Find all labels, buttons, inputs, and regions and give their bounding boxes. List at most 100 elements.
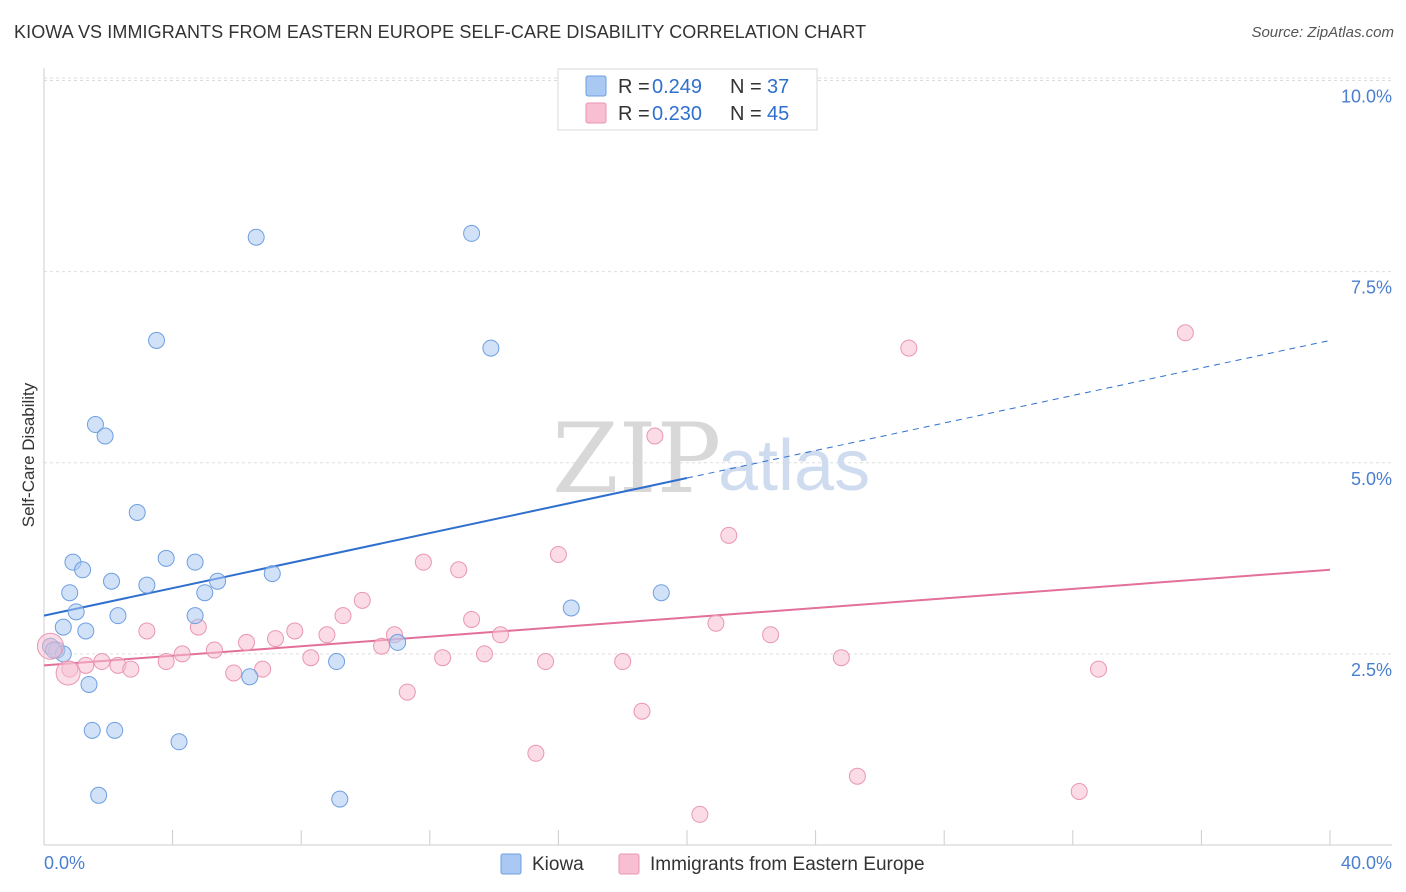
axes (43, 68, 1392, 846)
point-immigrants-27 (475, 645, 493, 663)
point-immigrants-22 (398, 683, 416, 701)
legend-n-label-kiowa: N = (730, 76, 762, 98)
x-tick-label-min: 0.0% (44, 853, 85, 873)
point-kiowa-19 (148, 331, 166, 349)
point-kiowa-8 (77, 622, 95, 640)
point-immigrants-31 (549, 545, 567, 563)
y-tick-label-0: 2.5% (1351, 660, 1392, 680)
point-kiowa-10 (83, 721, 101, 739)
point-immigrants-38 (762, 626, 780, 644)
point-immigrants-30 (537, 653, 555, 671)
point-kiowa-21 (170, 733, 188, 751)
y-tick-labels: 2.5% 5.0% 7.5% 10.0% (1341, 87, 1392, 680)
point-immigrants-28 (492, 626, 510, 644)
point-immigrants-25 (450, 561, 468, 579)
point-kiowa-28 (263, 565, 281, 583)
x-tick-label-max: 40.0% (1341, 853, 1392, 873)
legend-swatch-immigrants (585, 102, 607, 124)
point-kiowa-24 (196, 584, 214, 602)
point-immigrants-15 (286, 622, 304, 640)
point-immigrants-12 (238, 633, 256, 651)
legend-swatch-kiowa (585, 75, 607, 97)
legend-n-value-kiowa: 37 (767, 76, 789, 98)
point-immigrants-41 (900, 339, 918, 357)
point-immigrants-5 (122, 660, 140, 678)
series-legend: Kiowa Immigrants from Eastern Europe (500, 853, 925, 875)
point-kiowa-15 (106, 721, 124, 739)
trend-line-extension-kiowa (686, 339, 1331, 479)
chart-title: KIOWA VS IMMIGRANTS FROM EASTERN EUROPE … (14, 22, 867, 42)
point-immigrants-40 (848, 767, 866, 785)
point-immigrants-37 (720, 526, 738, 544)
point-immigrants-26 (463, 610, 481, 628)
legend-r-label-kiowa: R = (618, 76, 650, 98)
point-kiowa-13 (96, 427, 114, 445)
point-immigrants-3 (93, 653, 111, 671)
point-immigrants-19 (353, 591, 371, 609)
point-kiowa-7 (74, 561, 92, 579)
source-credit: Source: ZipAtlas.com (1251, 24, 1394, 41)
point-immigrants-14 (266, 630, 284, 648)
point-kiowa-32 (463, 224, 481, 242)
point-immigrants-10 (205, 641, 223, 659)
point-immigrants-44 (1176, 324, 1194, 342)
point-immigrants-43 (1090, 660, 1108, 678)
point-kiowa-9 (80, 675, 98, 693)
point-immigrants-6 (138, 622, 156, 640)
point-kiowa-17 (128, 503, 146, 521)
trend-line-kiowa (43, 477, 688, 617)
trend-line-immigrants (43, 568, 1331, 667)
point-immigrants-13 (254, 660, 272, 678)
point-kiowa-29 (328, 653, 346, 671)
y-tick-label-3: 10.0% (1341, 87, 1392, 107)
legend-n-value-immigrants: 45 (767, 103, 789, 125)
y-axis-title: Self-Care Disability (19, 382, 38, 527)
watermark-atlas: atlas (718, 426, 870, 506)
point-kiowa-3 (54, 618, 72, 636)
legend-r-value-immigrants: 0.230 (652, 103, 702, 125)
legend-r-label-immigrants: R = (618, 103, 650, 125)
point-immigrants-29 (527, 744, 545, 762)
y-tick-label-2: 7.5% (1351, 278, 1392, 298)
point-immigrants-42 (1070, 782, 1088, 800)
point-kiowa-12 (90, 786, 108, 804)
point-kiowa-31 (389, 633, 407, 651)
point-kiowa-11 (86, 416, 104, 434)
series-legend-label-immigrants: Immigrants from Eastern Europe (650, 854, 925, 875)
point-kiowa-30 (331, 790, 349, 808)
point-immigrants-18 (334, 607, 352, 625)
point-immigrants-23 (414, 553, 432, 571)
point-immigrants-20 (373, 637, 391, 655)
series-legend-label-kiowa: Kiowa (532, 854, 584, 875)
series-legend-swatch-immigrants (618, 853, 640, 875)
watermark-zip: ZIP (552, 403, 721, 515)
point-immigrants-36 (707, 614, 725, 632)
point-kiowa-22 (186, 607, 204, 625)
series-legend-swatch-kiowa (500, 853, 522, 875)
point-kiowa-33 (482, 339, 500, 357)
point-immigrants-11 (225, 664, 243, 682)
point-immigrants-cluster-b (55, 660, 81, 686)
point-kiowa-34 (562, 599, 580, 617)
legend-r-value-kiowa: 0.249 (652, 76, 702, 98)
point-kiowa-27 (247, 228, 265, 246)
point-immigrants-16 (302, 649, 320, 667)
gridlines (44, 77, 1392, 655)
trend-lines (43, 339, 1331, 667)
point-kiowa-35 (652, 584, 670, 602)
point-immigrants-7 (157, 653, 175, 671)
point-kiowa-4 (61, 584, 79, 602)
point-kiowa-25 (209, 572, 227, 590)
point-immigrants-17 (318, 626, 336, 644)
point-immigrants-33 (633, 702, 651, 720)
point-immigrants-cluster-a (36, 632, 64, 660)
stats-legend: R = 0.249 N = 37 R = 0.230 N = 45 (557, 68, 818, 131)
point-kiowa-20 (157, 549, 175, 567)
point-kiowa-14 (103, 572, 121, 590)
point-immigrants-32 (614, 653, 632, 671)
data-points (36, 224, 1194, 823)
point-immigrants-24 (434, 649, 452, 667)
point-kiowa-18 (138, 576, 156, 594)
point-immigrants-34 (646, 427, 664, 445)
